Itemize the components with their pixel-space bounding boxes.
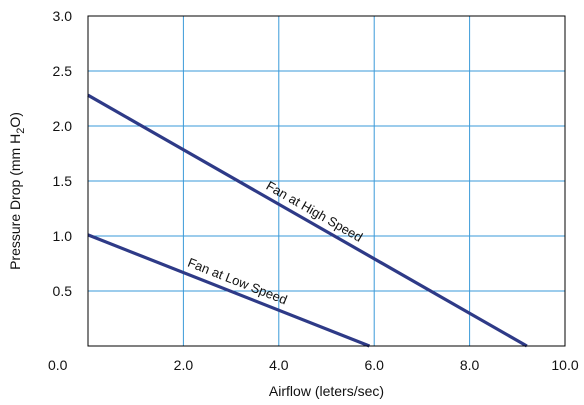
x-tick-label: 8.0 [460, 357, 480, 373]
plot-frame [87, 15, 566, 347]
y-axis-label-subscript: 2 [15, 128, 27, 134]
y-tick-labels: 0.5 1.0 1.5 2.0 2.5 3.0 [53, 8, 73, 299]
x-tick-label: 6.0 [364, 357, 384, 373]
series-lines [87, 93, 528, 348]
y-tick-label: 1.0 [53, 228, 73, 244]
y-tick-label: 0.5 [53, 283, 73, 299]
y-tick-label: 2.0 [53, 118, 73, 134]
series-line [87, 93, 528, 348]
y-axis-label: Pressure Drop (mm H2O) [7, 112, 27, 270]
x-tick-label: 10.0 [551, 357, 578, 373]
series-line [87, 233, 371, 348]
x-tick-labels: 2.0 4.0 6.0 8.0 10.0 0.0 [48, 357, 579, 373]
y-axis-label-main: Pressure Drop (mm H [7, 134, 23, 270]
y-tick-label: 3.0 [53, 8, 73, 24]
y-tick-label: 2.5 [53, 63, 73, 79]
y-tick-label: 1.5 [53, 173, 73, 189]
x-tick-label: 2.0 [174, 357, 194, 373]
x-origin-label: 0.0 [48, 357, 68, 373]
x-axis-label: Airflow (leters/sec) [269, 383, 384, 399]
y-axis-label-tail: O) [7, 112, 23, 128]
grid-lines [88, 16, 565, 346]
x-tick-label: 4.0 [269, 357, 289, 373]
